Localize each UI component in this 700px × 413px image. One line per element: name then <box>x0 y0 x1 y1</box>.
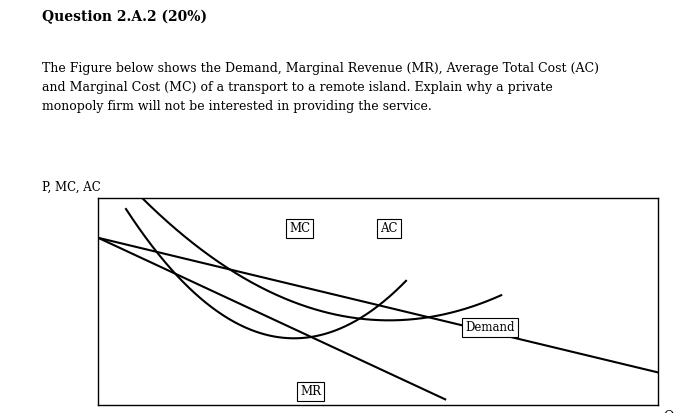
Text: MR: MR <box>300 385 321 398</box>
Text: Question 2.A.2 (20%): Question 2.A.2 (20%) <box>42 10 207 24</box>
Text: AC: AC <box>381 222 398 235</box>
Text: Q: Q <box>664 409 674 413</box>
Text: MC: MC <box>289 222 310 235</box>
Text: P, MC, AC: P, MC, AC <box>42 181 101 194</box>
Text: Demand: Demand <box>466 321 514 334</box>
Text: The Figure below shows the Demand, Marginal Revenue (MR), Average Total Cost (AC: The Figure below shows the Demand, Margi… <box>42 62 599 113</box>
